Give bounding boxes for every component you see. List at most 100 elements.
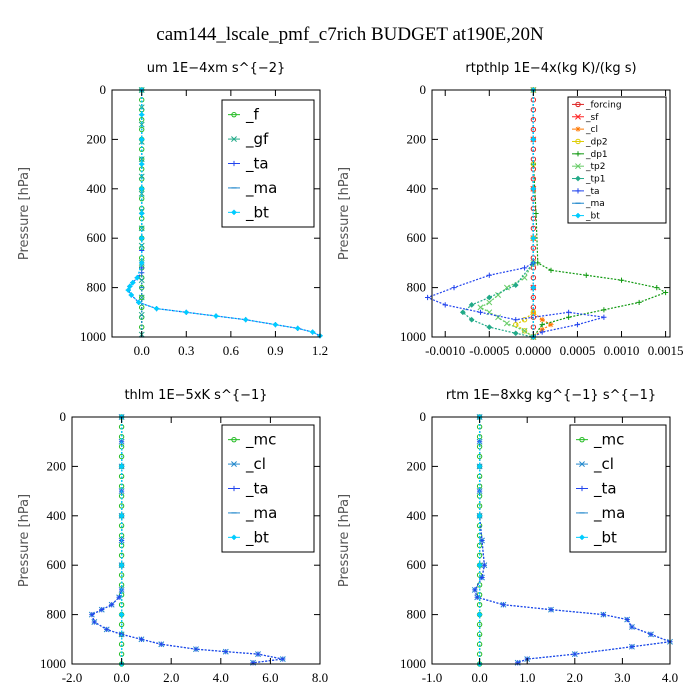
series-line <box>91 417 283 664</box>
x-tick-label: -1.0 <box>422 670 443 685</box>
data-point <box>486 324 493 331</box>
y-tick-label: 0 <box>420 82 427 97</box>
panel-1: um 1E−4xm s^{−2} Pressure [hPa] 0 200 400 600… <box>17 61 328 358</box>
legend-label: _tp1 <box>585 175 605 185</box>
y-tick-label: 1000 <box>40 656 66 671</box>
data-point <box>104 626 110 633</box>
legend-marker <box>231 136 237 143</box>
y-axis-label: Pressure [hPa] <box>17 494 32 587</box>
data-point <box>476 621 483 628</box>
y-tick-label: 600 <box>407 230 427 245</box>
data-point <box>138 259 145 266</box>
y-tick-label: 200 <box>407 131 427 146</box>
data-point <box>138 636 145 642</box>
x-tick-label: -0.0005 <box>469 343 509 358</box>
data-point <box>601 314 607 320</box>
plot-frame <box>431 89 671 338</box>
data-point <box>477 309 484 315</box>
legend-marker <box>231 209 237 216</box>
data-point <box>512 282 519 289</box>
data-point <box>255 651 261 657</box>
panel-title: um 1E−4xm s^{−2} <box>147 61 286 76</box>
data-point <box>572 651 578 657</box>
legend-label: _bt <box>593 528 617 547</box>
legend-label: _cl <box>245 455 266 474</box>
legend-marker <box>579 485 585 492</box>
data-point <box>118 512 125 519</box>
legend-marker <box>579 461 585 468</box>
data-point <box>530 235 537 242</box>
data-point <box>193 646 199 652</box>
legend-marker <box>575 188 581 194</box>
legend-marker <box>231 534 237 541</box>
x-tick-label: -2.0 <box>62 670 83 685</box>
data-point <box>503 320 510 327</box>
data-point <box>138 156 145 163</box>
y-tick-label: 200 <box>407 458 427 473</box>
legend-marker <box>575 113 581 120</box>
series-bt <box>125 87 323 339</box>
series-line <box>514 90 534 338</box>
data-point <box>99 607 105 613</box>
data-point <box>459 309 466 316</box>
series-line <box>425 90 605 338</box>
y-tick-label: 600 <box>407 557 427 572</box>
x-tick-label: 0.0000 <box>515 343 551 358</box>
legend-label: _cl <box>593 455 614 474</box>
data-point <box>566 314 572 320</box>
data-point <box>530 284 537 291</box>
data-point <box>153 305 160 312</box>
legend-marker <box>575 175 581 182</box>
x-tick-label: 6.0 <box>262 670 278 685</box>
data-point <box>521 328 528 334</box>
data-point <box>548 267 554 273</box>
legend-marker <box>231 111 237 118</box>
panel-3: thlm 1E−5xK s^{−1} Pressure [hPa] 0 200 400 6… <box>17 388 328 685</box>
data-point <box>451 285 457 291</box>
data-point <box>139 294 145 301</box>
data-point <box>654 285 660 291</box>
data-point <box>512 330 519 337</box>
data-point <box>539 329 545 335</box>
data-point <box>138 161 145 168</box>
legend-marker <box>575 126 581 132</box>
data-point <box>118 562 125 569</box>
data-point <box>566 309 572 315</box>
data-point <box>135 299 142 306</box>
x-tick-label: 0.0 <box>471 670 487 685</box>
x-tick-label: 0.6 <box>223 343 240 358</box>
data-point <box>476 463 483 470</box>
data-point <box>294 325 301 332</box>
data-point <box>513 321 519 328</box>
legend-marker <box>231 436 237 443</box>
legend-box <box>567 96 667 224</box>
series-line <box>479 90 534 338</box>
legend-label: _mc <box>593 431 624 450</box>
data-point <box>477 304 484 311</box>
data-point <box>521 265 528 271</box>
data-point <box>479 574 485 581</box>
data-point <box>600 612 606 618</box>
data-point <box>629 624 635 630</box>
x-tick-label: 0.0 <box>113 670 129 685</box>
y-tick-label: 400 <box>47 508 67 523</box>
legend-label: _ma <box>245 504 277 523</box>
data-point <box>138 104 145 111</box>
y-tick-label: 800 <box>47 607 67 622</box>
series-bt <box>476 414 483 667</box>
data-point <box>134 274 141 281</box>
y-tick-label: 400 <box>407 508 427 523</box>
x-tick-label: 8.0 <box>312 670 328 685</box>
data-point <box>91 619 97 625</box>
data-point <box>503 284 510 291</box>
data-point <box>468 316 475 323</box>
x-tick-label: 1.2 <box>312 343 328 358</box>
legend: _forcing _sf _cl _dp2 _dp1 _tp2 _tp1 _ta _ma _bt <box>567 96 667 224</box>
x-tick-label: 0.0010 <box>604 343 640 358</box>
plot-frame <box>111 89 321 338</box>
data-point <box>574 322 581 328</box>
data-point <box>521 327 528 334</box>
legend-marker <box>231 160 237 167</box>
data-point <box>129 279 136 286</box>
x-tick-label: 2.0 <box>163 670 179 685</box>
